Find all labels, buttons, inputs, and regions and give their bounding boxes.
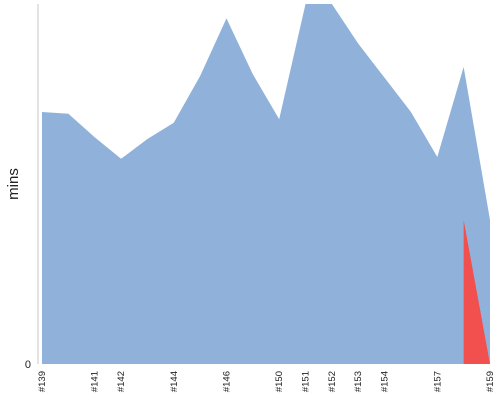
x-tick-label: #154: [380, 371, 391, 392]
x-tick-label: #151: [301, 371, 312, 392]
x-tick-label: #153: [353, 371, 364, 392]
y-tick-label: 0: [25, 359, 31, 371]
x-tick-label: #141: [90, 371, 101, 392]
x-tick-labels: #139 #141 #142 #144 #146 #150 #151 #152 #153 #154…: [37, 371, 496, 392]
plot-area: [42, 4, 490, 364]
x-tick-label: #142: [116, 371, 127, 392]
x-tick-label: #152: [327, 371, 338, 392]
area-series-1: [463, 220, 490, 364]
x-tick-label: #139: [37, 371, 48, 392]
x-tick-label: #150: [274, 371, 285, 392]
x-tick-label: #157: [432, 371, 443, 392]
x-tick-label: #144: [169, 371, 180, 392]
x-tick-label: #146: [221, 371, 232, 392]
area-series-0: [42, 4, 490, 364]
y-axis-title: mins: [5, 168, 22, 200]
x-tick-label: #159: [485, 371, 496, 392]
